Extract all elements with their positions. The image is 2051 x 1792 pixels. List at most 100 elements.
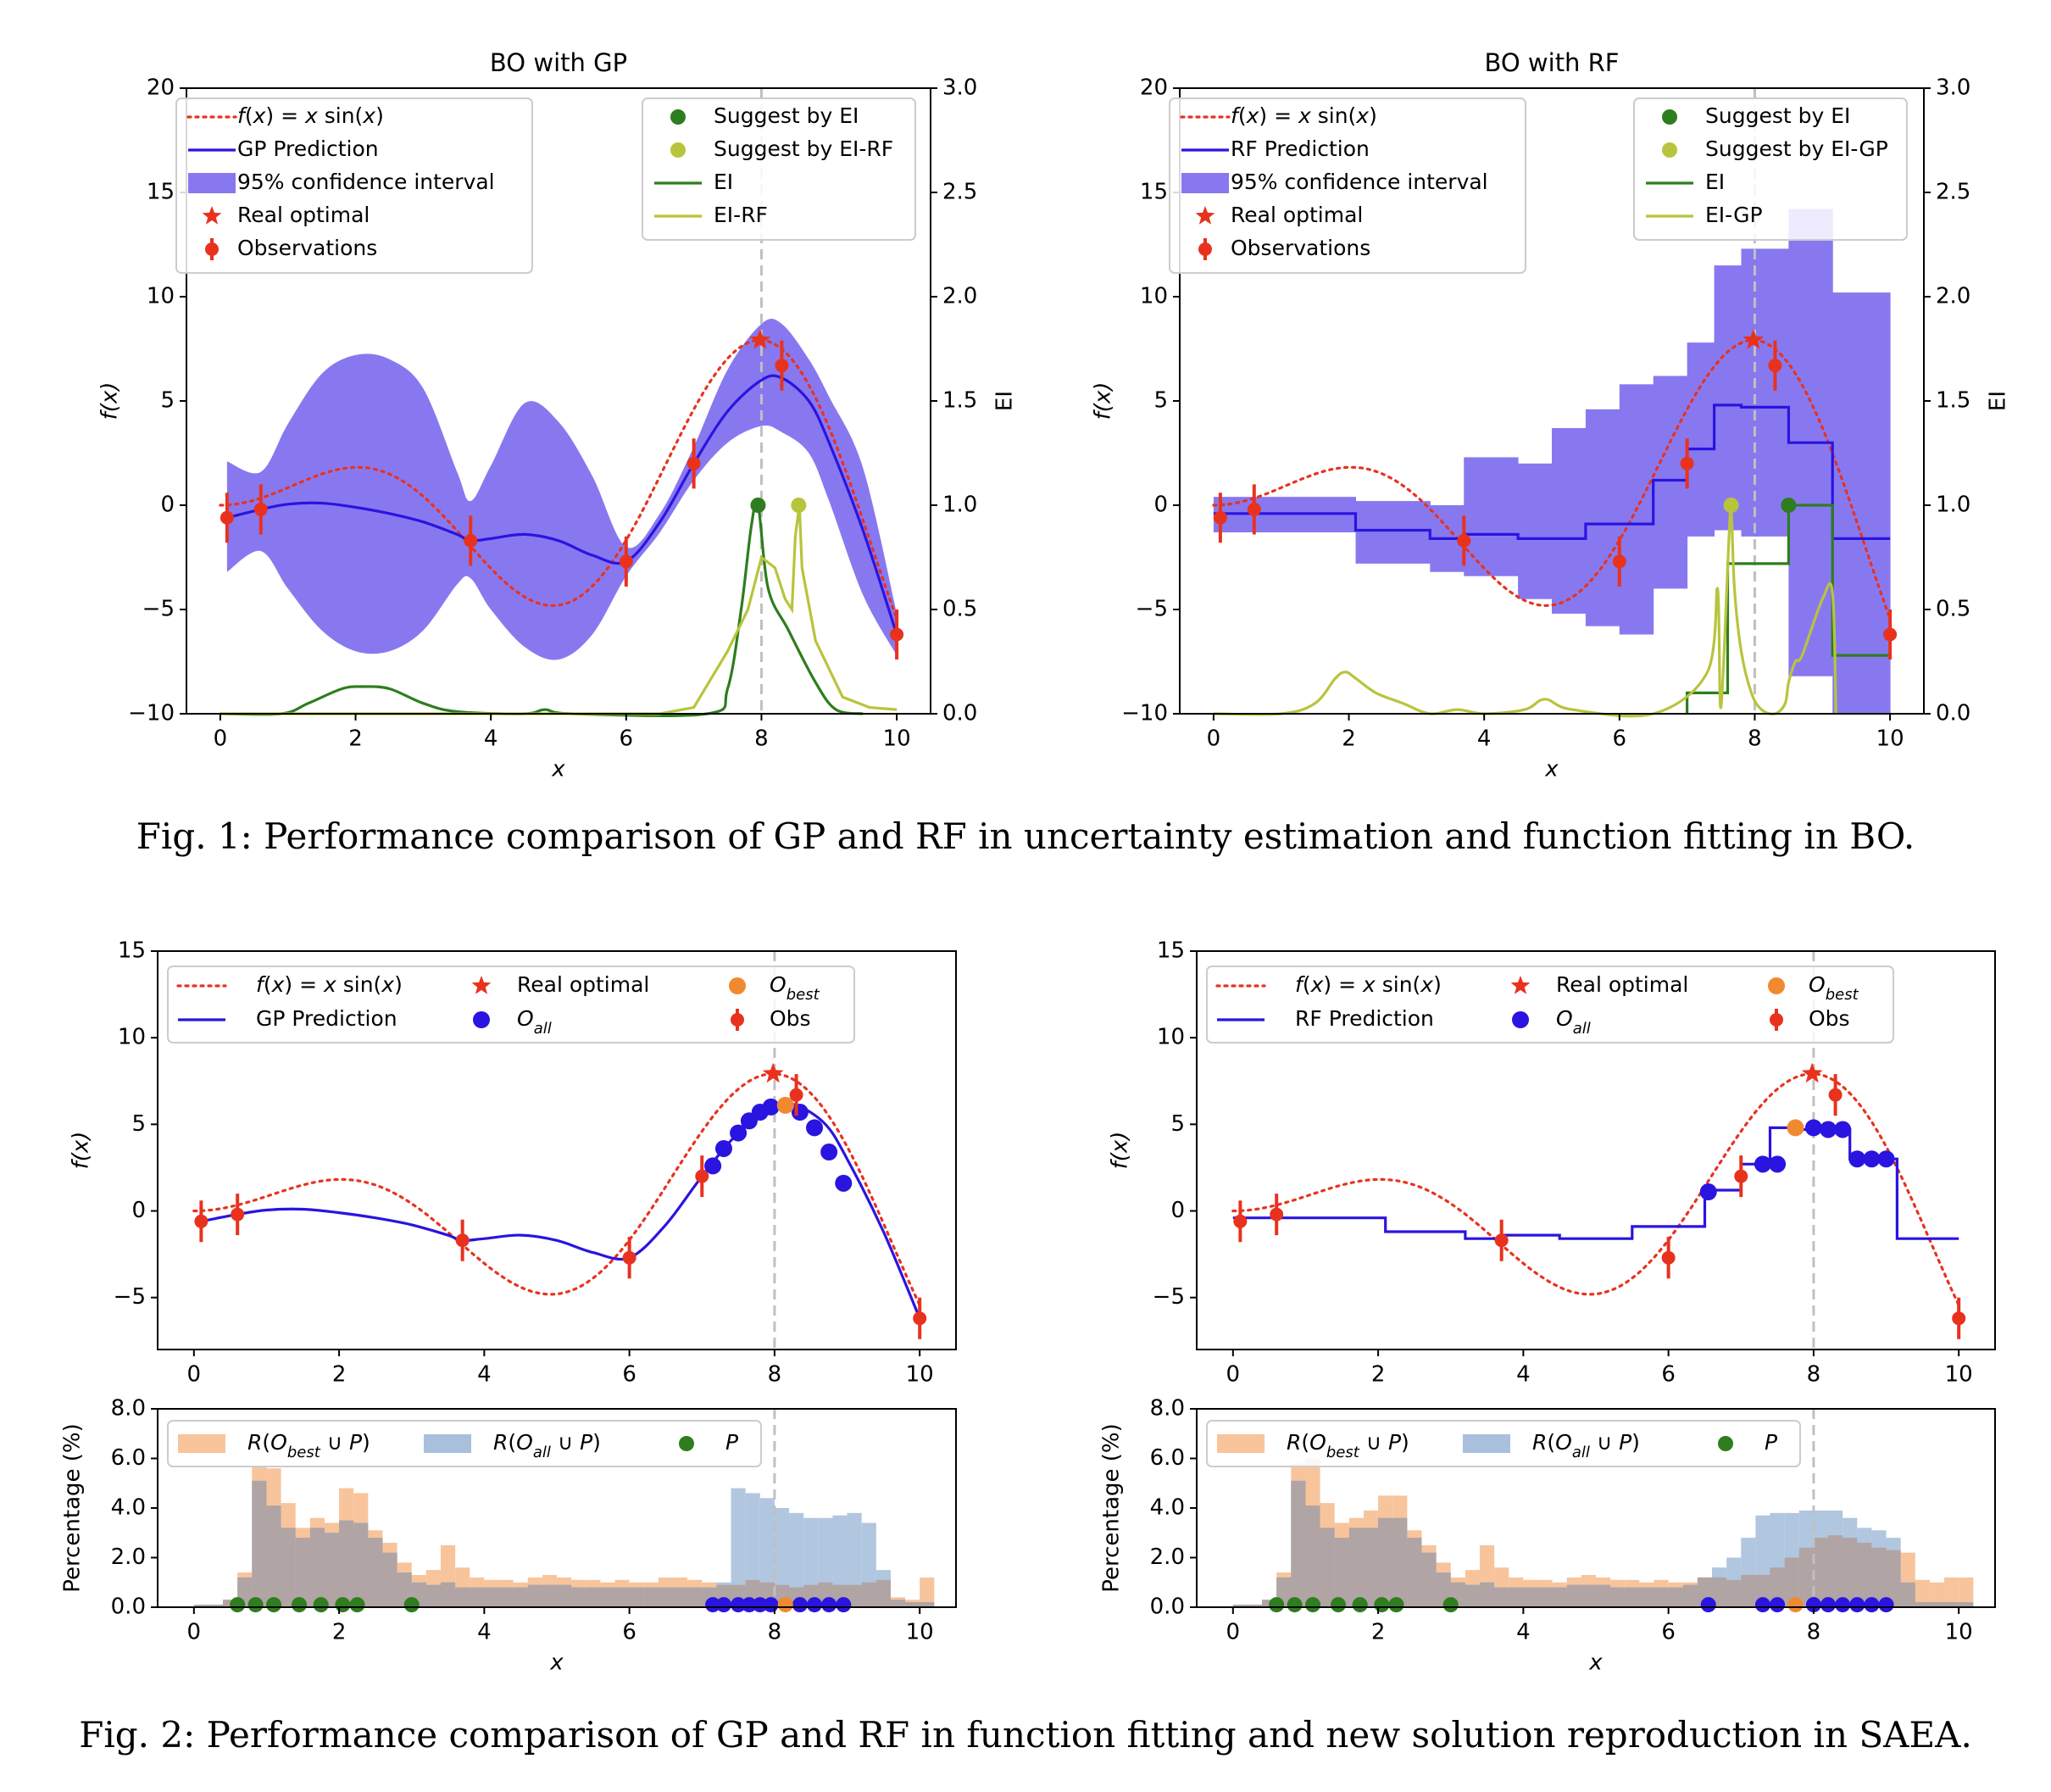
fig2-rf-hist-bar-overlap [1537, 1587, 1553, 1607]
fig2-gp-hist-xtick-label: 2 [332, 1620, 347, 1645]
fig2-gp-hist-bar-overlap [658, 1587, 674, 1607]
fig2-rf-oall-point [1820, 1121, 1837, 1138]
fig1-gp-observation-point [619, 554, 633, 569]
fig2-rf-hist-point-oall [1849, 1597, 1865, 1613]
fig2-gp-hist-bar-overlap [484, 1587, 499, 1607]
fig2-rf-hist-bar-overlap [1843, 1538, 1858, 1607]
fig2-gp-hist-xtick-label: 6 [622, 1620, 636, 1645]
fig2-rf-hist-ytick-label: 4.0 [1150, 1495, 1185, 1521]
fig1-gp-ytick-label: 15 [147, 180, 175, 205]
fig2-rf-hist-point-oall [1805, 1597, 1821, 1613]
fig2-rf-hist-bar-overlap [1610, 1587, 1626, 1607]
fig2-rf-hist-bar-overlap [1915, 1602, 1930, 1607]
fig2-rf-hist-bar-overlap [1363, 1528, 1379, 1607]
fig2-rf-hist-bar-overlap [1232, 1605, 1248, 1607]
fig2-gp-hist-bar-overlap [295, 1538, 310, 1607]
fig2-gp-observation-point [622, 1250, 636, 1265]
fig2-rf-hist-bar-overlap [1465, 1584, 1480, 1607]
fig2-rf-hist-bar-overlap [1813, 1538, 1829, 1607]
fig2-rf-hist-xtick-label: 10 [1945, 1620, 1973, 1645]
fig2-rf-oall-point [1754, 1155, 1771, 1173]
fig2-rf-hist-bar-overlap [1291, 1480, 1306, 1607]
fig1-gp-ytick-right-label: 2.5 [942, 180, 977, 205]
fig2-gp-legend-swatch-real-optimal [471, 976, 492, 994]
fig2-gp-hist-ytick-label: 8.0 [111, 1396, 146, 1422]
fig2-rf-legend-label-obest: Obest [1809, 972, 1859, 1004]
fig1-gp-observation-point [220, 510, 234, 525]
fig1-gp-legend-label-true-fn: f(x) = x sin(x) [237, 103, 384, 128]
fig2-rf-legend-label-real-optimal: Real optimal [1556, 972, 1688, 997]
fig2-gp-hist-ylabel: Percentage (%) [60, 1423, 86, 1593]
fig2-rf-oall-point [1848, 1150, 1866, 1168]
fig1-rf-xtick-label: 10 [1876, 726, 1904, 752]
fig2-rf-hist-bar-overlap [1871, 1547, 1887, 1607]
fig2-rf-hist-bar-overlap [1523, 1587, 1538, 1607]
fig2-gp-hist-point-p [291, 1597, 307, 1613]
fig1-rf-ytick-label: 5 [1153, 388, 1168, 414]
fig2-rf-hist-legend-swatch-p [1718, 1436, 1733, 1451]
fig2-rf-ytick-label: 5 [1170, 1111, 1185, 1137]
fig2-rf-hist-xtick-label: 6 [1661, 1620, 1676, 1645]
fig2-rf-hist-xtick-label: 8 [1807, 1620, 1821, 1645]
fig2-gp-hist-point-oall [731, 1597, 747, 1613]
fig1-gp-prediction-line [226, 374, 898, 635]
fig2-rf-hist-xtick-label: 0 [1226, 1620, 1241, 1645]
fig1-gp-ytick-right-label: 1.0 [942, 493, 977, 518]
fig2-rf-hist-point-p [1287, 1597, 1303, 1613]
fig1-gp-legend-label-ci: 95% confidence interval [237, 170, 495, 194]
fig2-gp-hist-bar-overlap [440, 1582, 456, 1607]
fig2-rf-hist-bar-overlap [1581, 1584, 1596, 1607]
fig1-rf-right-legend-frame [1633, 97, 1908, 241]
fig1-rf-confidence-band-step [1464, 457, 1519, 576]
fig2-rf-hist-point-p [1388, 1597, 1404, 1613]
fig2-rf-observation-point [1828, 1088, 1843, 1102]
fig2-gp-hist-legend-label-all: R(Oall ∪ P) [493, 1430, 601, 1461]
fig2-gp-xtick-label: 10 [906, 1362, 934, 1388]
fig2-gp-hist-bar-overlap [353, 1522, 369, 1607]
fig2-rf-hist-ylabel: Percentage (%) [1099, 1423, 1125, 1593]
fig1-gp-ylabel: f(x) [97, 382, 123, 420]
fig2-rf-axes-frame [1196, 950, 1996, 1350]
fig2-rf-hist-bar-overlap [1668, 1587, 1683, 1607]
fig2-gp-legend-label-obest: Obest [770, 972, 820, 1004]
fig2-rf-legend-label-oall: Oall [1556, 1006, 1591, 1038]
fig1-gp-legend-label-suggest-ei: Suggest by EI [714, 103, 859, 128]
fig1-rf-xtick-label: 0 [1207, 726, 1221, 752]
fig2-rf-oall-point [1863, 1150, 1881, 1168]
fig1-rf-legend-label-true-fn: f(x) = x sin(x) [1231, 103, 1377, 128]
fig2-rf-hist-legend-swatch-best [1217, 1434, 1265, 1453]
fig2-rf-xtick-label: 8 [1807, 1362, 1821, 1388]
fig1-rf-ytick-label: −5 [1136, 597, 1168, 622]
fig1-gp-legend-label-prediction: GP Prediction [237, 136, 379, 161]
fig2-gp-real-optimal-star [762, 1062, 784, 1083]
fig1-gp-ytick-right-label: 3.0 [942, 75, 977, 101]
fig1-rf-confidence-band-step [1714, 265, 1742, 531]
fig2-gp-hist-point-p [335, 1597, 351, 1613]
fig2-gp-hist-xtick-label: 4 [477, 1620, 492, 1645]
fig2-gp-hist-point-p [349, 1597, 365, 1613]
fig1-rf-prediction-step-line [1213, 403, 1891, 540]
fig2-gp-xtick-label: 4 [477, 1362, 492, 1388]
fig1-gp-legend-swatch-ci [188, 173, 236, 193]
fig1-gp-legend-label-observations: Observations [237, 236, 377, 260]
fig2-gp-hist-legend-swatch-all [424, 1434, 471, 1453]
fig2-gp-hist-bar-overlap [309, 1528, 325, 1607]
fig1-gp-ytick-label: 0 [160, 493, 175, 518]
fig2-rf-xtick-label: 6 [1661, 1362, 1676, 1388]
fig2-gp-hist-bar-overlap [455, 1587, 470, 1607]
fig2-gp-true-function [192, 1072, 921, 1307]
fig2-gp-legend-label-oall: Oall [517, 1006, 552, 1038]
fig2-rf-hist-point-obest [1787, 1597, 1804, 1613]
fig2-gp-ytick-label: 5 [131, 1111, 146, 1137]
fig2-gp-xtick-label: 2 [332, 1362, 347, 1388]
fig2-rf-hist-bar-best [1944, 1577, 1959, 1607]
fig2-gp-hist-bar-all [832, 1515, 848, 1607]
fig2-rf-hist-bar-overlap [1798, 1547, 1814, 1607]
fig2-gp-hist-bar-overlap [266, 1505, 281, 1607]
fig2-rf-hist-bar-overlap [1886, 1550, 1901, 1607]
fig1-gp-confidence-band [226, 318, 898, 660]
fig2-rf-hist-point-p [1330, 1597, 1346, 1613]
fig1-rf-observation-point [1883, 627, 1898, 642]
fig2-gp-hist-bar-overlap [890, 1600, 906, 1607]
